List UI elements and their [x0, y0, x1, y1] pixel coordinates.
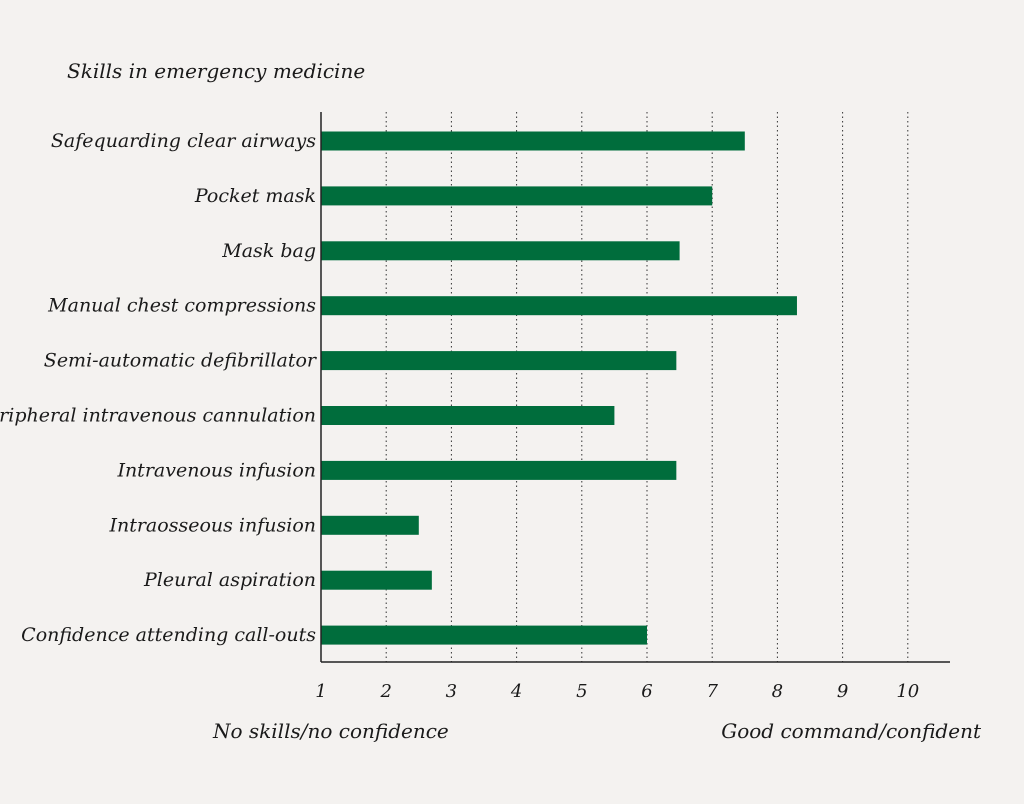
category-label: Manual chest compressions: [47, 295, 316, 317]
category-label: Mask bag: [221, 240, 316, 262]
category-labels: Safequarding clear airways Pocket mask Mas…: [0, 130, 318, 646]
bar: [321, 515, 419, 535]
category-label: Peripheral intravenous cannulation: [0, 405, 316, 427]
grid-lines: [385, 112, 909, 662]
category-label: Semi-automatic defibrillator: [44, 350, 318, 372]
category-label: Pocket mask: [194, 185, 316, 207]
category-label: Intraosseous infusion: [108, 514, 316, 536]
x-tick-label: 5: [576, 681, 587, 702]
chart-title: Skills in emergency medicine: [67, 59, 365, 83]
category-label: Intravenous infusion: [116, 459, 316, 481]
bars: [321, 131, 797, 645]
bar: [321, 406, 615, 425]
bar: [321, 241, 680, 261]
x-tick-label: 3: [446, 681, 457, 702]
x-tick-label: 1: [315, 681, 326, 702]
bar: [321, 351, 677, 371]
x-tick-label: 7: [706, 681, 718, 702]
bar: [321, 625, 647, 645]
bar: [321, 570, 432, 590]
category-label: Pleural aspiration: [143, 569, 316, 591]
x-tick-label: 9: [837, 681, 848, 702]
bar: [321, 460, 677, 480]
low-end-label: No skills/no confidence: [212, 719, 449, 743]
category-label: Confidence attending call-outs: [21, 624, 316, 646]
bar: [321, 186, 713, 206]
x-tick-label: 6: [641, 681, 652, 702]
bar: [321, 131, 745, 151]
x-tick-label: 10: [896, 681, 919, 702]
category-label: Safequarding clear airways: [51, 130, 316, 152]
x-tick-label: 2: [379, 681, 391, 702]
high-end-label: Good command/confident: [721, 719, 982, 743]
x-tick-labels: 1 2 3 4 5 6 7 8 9 10: [315, 681, 919, 702]
bar: [321, 296, 797, 316]
x-tick-label: 8: [772, 681, 783, 702]
x-tick-label: 4: [510, 681, 522, 702]
